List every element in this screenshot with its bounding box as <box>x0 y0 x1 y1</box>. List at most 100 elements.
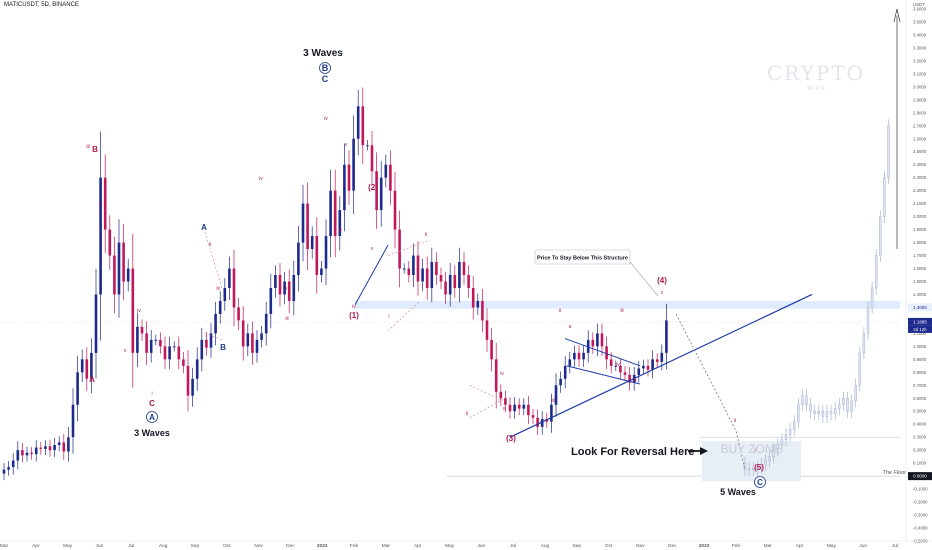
candle-body <box>619 365 622 373</box>
candle-body <box>232 268 236 308</box>
x-tick-label: Apr <box>32 543 40 549</box>
candle-body <box>550 404 553 422</box>
subwave-label: ii <box>466 411 468 417</box>
candle-body <box>292 275 296 301</box>
y-tick-label: 3.4000 <box>913 32 927 37</box>
candle-body <box>665 320 668 353</box>
projection-body <box>866 307 870 334</box>
candle-body <box>568 359 572 366</box>
subwave-label: v <box>345 142 348 148</box>
candle-body <box>21 450 24 456</box>
candle-body <box>136 326 139 353</box>
axis-mark-label: 1.3000 <box>913 305 927 310</box>
candle-body <box>2 469 6 474</box>
candle-body <box>646 365 650 370</box>
projection-body <box>793 421 796 430</box>
candle-body <box>389 164 392 191</box>
floor-label: The Floor <box>882 470 907 476</box>
wave-label: A <box>201 223 207 232</box>
candle-body <box>467 275 470 288</box>
y-tick-label: 1.5000 <box>913 279 927 284</box>
candle-body <box>366 145 369 147</box>
candle-body <box>108 229 112 256</box>
y-tick-label: 2.0000 <box>913 214 927 219</box>
candle-body <box>191 378 194 396</box>
candle-body <box>591 339 595 347</box>
candle-body <box>34 447 38 455</box>
subwave-label: iii <box>285 316 288 322</box>
subwave-label: iv <box>338 228 342 234</box>
candle-body <box>623 372 627 375</box>
wave-label: A <box>89 375 95 384</box>
y-tick-label: 3.6000 <box>913 7 927 12</box>
corrective-dashed-line <box>204 232 223 289</box>
y-tick-label: 1.6000 <box>913 266 927 271</box>
candle-body <box>563 365 567 379</box>
y-tick-label: 1.8000 <box>913 240 927 245</box>
candle-body <box>145 333 148 353</box>
axis-mark-box <box>908 317 932 326</box>
subwave-label: b <box>634 378 637 384</box>
candle-body <box>25 452 29 456</box>
candle-body <box>255 339 259 353</box>
x-tick-label: 2022 <box>317 543 328 549</box>
flag-lower-line <box>566 365 641 385</box>
y-tick-label: 1.4000 <box>913 292 927 297</box>
projection-body <box>842 398 845 405</box>
subwave-label: iii <box>216 286 219 292</box>
candle-body <box>605 346 608 360</box>
candle-body <box>278 275 282 295</box>
projection-body <box>850 400 853 412</box>
callout-box <box>534 249 631 265</box>
candle-body <box>425 268 429 288</box>
timer-label: 2d 12h <box>913 327 927 332</box>
candle-body <box>122 242 125 282</box>
x-tick-label: Nov <box>636 543 645 549</box>
candle-body <box>513 404 516 412</box>
axis-mark-box <box>908 472 932 481</box>
candle-body <box>186 365 190 396</box>
candle-body <box>453 275 457 288</box>
y-tick-label: 2.8000 <box>913 110 927 115</box>
projection-body <box>858 352 861 386</box>
candle-body <box>11 460 15 468</box>
projection-body <box>801 395 804 405</box>
wave-label: 5 Waves <box>720 487 756 497</box>
candle-body <box>494 359 498 392</box>
candle-body <box>301 203 305 243</box>
y-tick-label: 2.6000 <box>913 136 927 141</box>
candle-body <box>554 385 558 405</box>
resistance-zone <box>355 300 900 309</box>
candle-body <box>356 106 360 139</box>
reversal-arrow-head <box>700 447 708 455</box>
candle-body <box>448 275 452 295</box>
candle-body <box>352 138 355 191</box>
candle-body <box>655 359 659 362</box>
candle-body <box>402 268 406 270</box>
candle-body <box>522 404 526 409</box>
candle-body <box>113 255 116 295</box>
candle-body <box>90 352 93 379</box>
y-tick-label: 3.2000 <box>913 58 927 63</box>
candle-body <box>504 398 507 405</box>
projection-body <box>875 255 878 289</box>
candle-body <box>536 417 539 427</box>
candle-body <box>596 333 599 347</box>
candle-body <box>228 268 231 288</box>
x-tick-label: Sep <box>191 543 200 549</box>
wave-label: C <box>149 399 155 408</box>
watermark-subtext: W I C K <box>807 86 825 92</box>
candle-body <box>614 365 618 367</box>
candle-body <box>39 447 43 449</box>
candle-body <box>333 190 337 237</box>
projection-body <box>752 468 755 470</box>
subwave-label: ii <box>425 232 427 238</box>
corrective-dashed-line <box>387 239 431 256</box>
subwave-label: iii <box>551 398 554 404</box>
projection-body <box>854 385 857 402</box>
y-tick-label: 2.3000 <box>913 175 927 180</box>
subwave-label: iii <box>86 144 89 150</box>
candle-body <box>7 467 10 470</box>
